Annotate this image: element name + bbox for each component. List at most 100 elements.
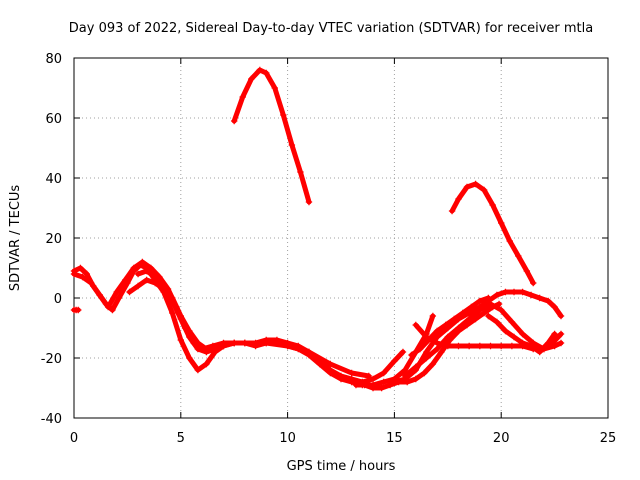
data-point (77, 264, 84, 272)
data-point (498, 306, 505, 314)
data-point (433, 339, 441, 347)
data-point (147, 264, 155, 272)
data-point (557, 330, 565, 338)
data-point (280, 111, 287, 119)
data-point (493, 318, 501, 326)
data-point (126, 288, 133, 296)
data-point (169, 309, 176, 317)
data-point (502, 327, 509, 335)
data-point (194, 339, 202, 347)
data-point (143, 276, 150, 284)
data-points (70, 66, 565, 392)
x-tick-labels: 0 5 10 15 20 25 (70, 431, 616, 446)
data-point (380, 378, 387, 386)
data-point (408, 351, 415, 359)
data-point (391, 357, 398, 365)
y-tick-label: 80 (45, 52, 62, 67)
data-point (519, 339, 526, 347)
data-point (468, 303, 475, 311)
data-point (316, 360, 323, 368)
series-arc-2 (448, 180, 537, 287)
data-point (305, 348, 313, 356)
data-point (122, 276, 129, 284)
data-point (519, 288, 526, 296)
data-point (327, 360, 334, 368)
data-point (487, 342, 494, 350)
data-point (412, 321, 419, 329)
data-point (369, 375, 377, 383)
data-point (536, 294, 543, 302)
data-point (489, 201, 496, 209)
data-point (288, 141, 296, 149)
chart-title: Day 093 of 2022, Sidereal Day-to-day VTE… (69, 21, 593, 36)
data-point (186, 354, 193, 362)
y-tick-label: 0 (54, 292, 62, 307)
data-point (502, 288, 509, 296)
data-point (194, 345, 202, 353)
data-point (70, 270, 78, 278)
data-point (557, 312, 565, 320)
data-point (399, 348, 407, 356)
data-point (143, 267, 150, 275)
data-point (510, 333, 518, 341)
x-tick-label: 10 (279, 431, 296, 446)
data-point (271, 84, 278, 92)
data-point (380, 369, 387, 377)
data-point (160, 282, 167, 290)
data-point (455, 342, 462, 350)
data-point (551, 330, 558, 338)
data-point (87, 279, 95, 287)
series-trace (231, 67, 312, 205)
data-point (401, 372, 409, 380)
data-point (487, 300, 494, 308)
data-point (297, 168, 304, 176)
data-point (480, 186, 488, 194)
data-point (348, 378, 355, 386)
data-point (444, 342, 451, 350)
y-tick-label: 60 (45, 112, 62, 127)
data-point (231, 117, 238, 125)
series-arc-12 (134, 267, 210, 353)
series-arc-1 (231, 66, 313, 206)
x-tick-label: 15 (386, 431, 403, 446)
data-point (75, 306, 82, 314)
data-point (348, 369, 355, 377)
data-point (130, 264, 138, 272)
data-point (203, 360, 210, 368)
data-point (508, 318, 516, 326)
data-point (220, 342, 227, 350)
series-trace (409, 295, 491, 358)
data-point (493, 291, 501, 299)
data-point (109, 306, 116, 314)
y-tick-labels: -40 -20 0 20 40 60 80 (41, 52, 62, 427)
data-point (151, 279, 159, 287)
data-point (423, 354, 430, 362)
data-point (134, 270, 142, 278)
data-point (485, 312, 492, 320)
y-tick-label: -20 (41, 352, 62, 367)
data-point (186, 327, 193, 335)
data-point (442, 321, 449, 329)
series-trace (71, 262, 406, 385)
data-point (194, 366, 202, 374)
data-point (551, 303, 558, 311)
data-point (536, 348, 543, 356)
data-point (544, 297, 552, 305)
data-point (515, 252, 522, 260)
data-point (231, 339, 238, 347)
series-trace (127, 277, 372, 379)
data-point (412, 375, 419, 383)
data-point (444, 333, 451, 341)
data-point (327, 369, 334, 377)
data-point (263, 339, 270, 347)
data-point (177, 312, 184, 320)
data-point (115, 294, 123, 302)
x-tick-label: 25 (600, 431, 617, 446)
data-point (523, 267, 531, 275)
data-point (203, 345, 210, 353)
data-point (455, 195, 462, 203)
data-point (519, 330, 526, 338)
data-point (263, 69, 270, 77)
series-arc-11 (408, 294, 492, 359)
series-arc-13 (70, 306, 82, 314)
